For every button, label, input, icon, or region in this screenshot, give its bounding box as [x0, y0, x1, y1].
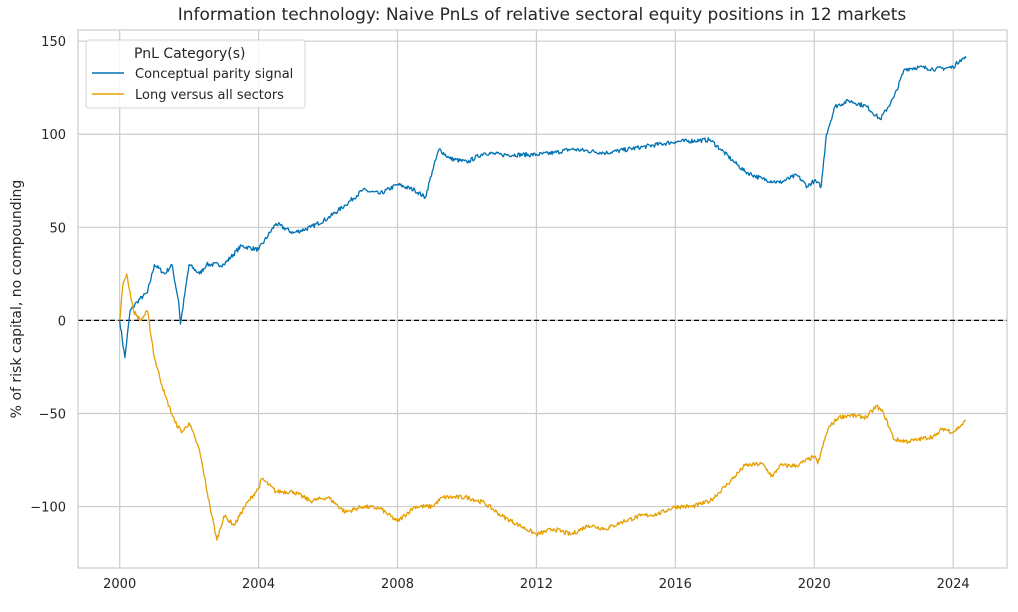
- x-tick-label: 2000: [103, 577, 136, 592]
- tick-labels: 2000 2004 2008 2012 2016 2020 2024 150 100 50 0 −50…: [30, 35, 969, 592]
- series-line-conceptual-parity-signal: [119, 55, 967, 359]
- series-line-long-versus-all-sectors: [119, 273, 967, 541]
- y-tick-label: 50: [49, 221, 66, 236]
- legend-label-conceptual-parity: Conceptual parity signal: [135, 67, 293, 82]
- legend-box: [85, 39, 306, 109]
- x-tick-label: 2012: [520, 577, 553, 592]
- x-tick-label: 2024: [937, 577, 970, 592]
- x-tick-label: 2008: [381, 577, 414, 592]
- x-tick-label: 2016: [659, 577, 692, 592]
- legend-label-long-vs-all: Long versus all sectors: [135, 88, 284, 103]
- y-tick-label: 100: [41, 128, 66, 143]
- x-tick-label: 2020: [798, 577, 831, 592]
- grid: [78, 30, 1007, 568]
- x-tick-label: 2004: [242, 577, 275, 592]
- y-tick-label: 150: [41, 35, 66, 50]
- legend-title: PnL Category(s): [134, 46, 246, 62]
- y-tick-label: 0: [58, 314, 66, 329]
- y-axis-label: % of risk capital, no compounding: [9, 180, 25, 419]
- plot-frame: [77, 29, 1008, 569]
- series-lines: [119, 55, 967, 541]
- chart-title: Information technology: Naive PnLs of re…: [178, 5, 907, 25]
- y-tick-label: −100: [30, 501, 66, 516]
- legend: PnL Category(s) Conceptual parity signal…: [85, 39, 306, 109]
- y-tick-label: −50: [39, 407, 66, 422]
